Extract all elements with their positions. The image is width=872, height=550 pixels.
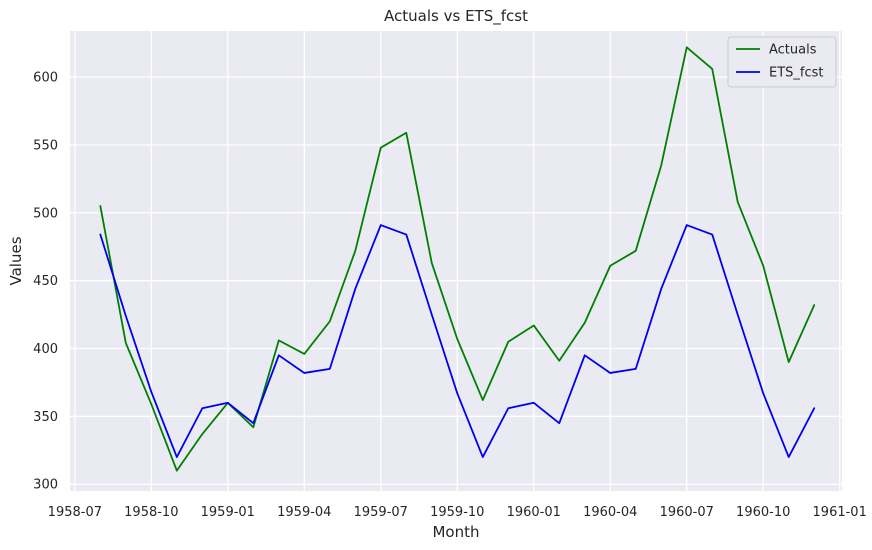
y-tick-label: 300: [33, 478, 58, 493]
y-tick-label: 450: [33, 274, 58, 289]
x-tick-label: 1960-07: [660, 505, 714, 520]
x-tick-label: 1960-10: [736, 505, 790, 520]
legend-entry: ETS_fcst: [769, 66, 824, 81]
grid: [70, 31, 842, 491]
series-line-ets-fcst: [99, 224, 816, 458]
y-tick-label: 400: [33, 342, 58, 357]
series-layer: [99, 46, 816, 472]
x-tick-label: 1960-01: [507, 505, 561, 520]
chart-title: Actuals vs ETS_fcst: [384, 7, 528, 26]
series-line-actuals: [99, 46, 816, 472]
y-axis: 300 350 400 450 500 550 600: [33, 71, 58, 493]
x-tick-label: 1959-07: [354, 505, 408, 520]
x-tick-label: 1960-04: [583, 505, 637, 520]
x-tick-label: 1959-01: [201, 505, 255, 520]
legend-entry: Actuals: [769, 43, 817, 58]
plot-area: [70, 31, 842, 491]
y-tick-label: 350: [33, 410, 58, 425]
x-tick-label: 1958-10: [124, 505, 178, 520]
y-tick-label: 500: [33, 206, 58, 221]
x-axis: 1958-07 1958-10 1959-01 1959-04 1959-07 1959-…: [48, 505, 867, 520]
y-tick-label: 600: [33, 71, 58, 86]
x-axis-title: Month: [432, 523, 479, 541]
y-axis-title: Values: [7, 236, 25, 285]
x-tick-label: 1961-01: [813, 505, 867, 520]
legend: Actuals ETS_fcst: [727, 36, 837, 88]
x-tick-label: 1958-07: [48, 505, 102, 520]
x-tick-label: 1959-04: [277, 505, 331, 520]
y-tick-label: 550: [33, 138, 58, 153]
x-tick-label: 1959-10: [430, 505, 484, 520]
